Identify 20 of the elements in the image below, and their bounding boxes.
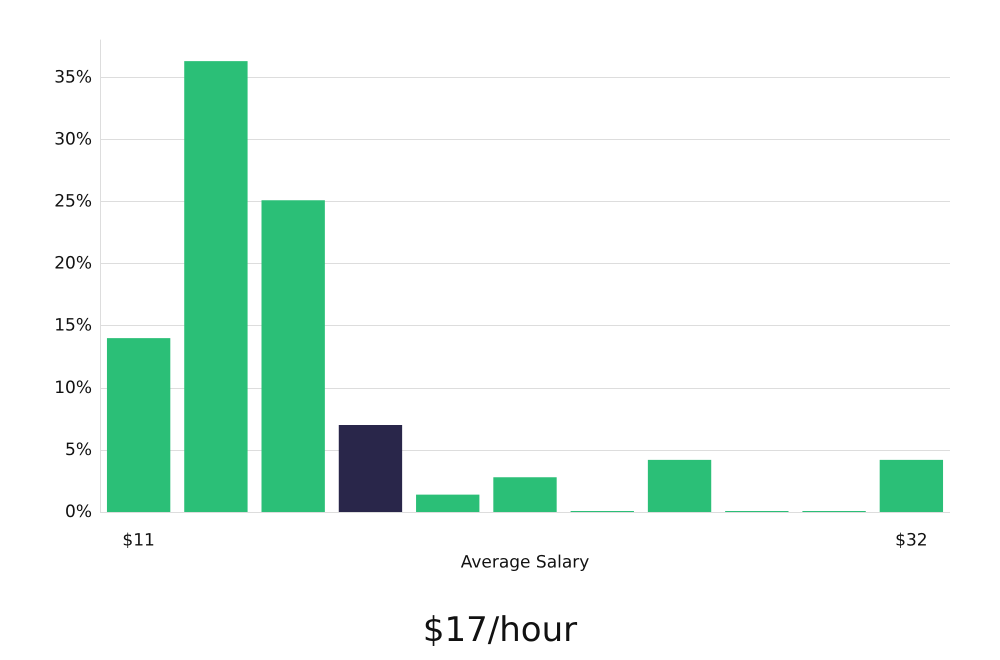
bar xyxy=(493,477,557,512)
y-tick-label: 30% xyxy=(54,129,92,150)
bar xyxy=(262,200,325,512)
y-tick-label: 35% xyxy=(54,67,92,88)
y-tick-label: 15% xyxy=(54,316,92,336)
bar xyxy=(416,494,480,512)
y-tick-label: 20% xyxy=(54,254,92,274)
bar xyxy=(338,425,402,512)
text: $17/hour xyxy=(422,610,578,650)
bar xyxy=(184,61,248,512)
bar xyxy=(106,338,170,512)
x-axis-title: Average Salary xyxy=(460,552,590,572)
y-tick-label: 5% xyxy=(65,440,92,460)
x-tick-label: $11 xyxy=(122,530,155,550)
y-tick-label: 25% xyxy=(54,191,92,212)
y-tick-label: 0% xyxy=(65,502,92,522)
bar xyxy=(880,460,944,512)
y-tick-label: 10% xyxy=(54,378,92,398)
bar xyxy=(648,460,712,512)
x-tick-label: $32 xyxy=(895,530,928,550)
